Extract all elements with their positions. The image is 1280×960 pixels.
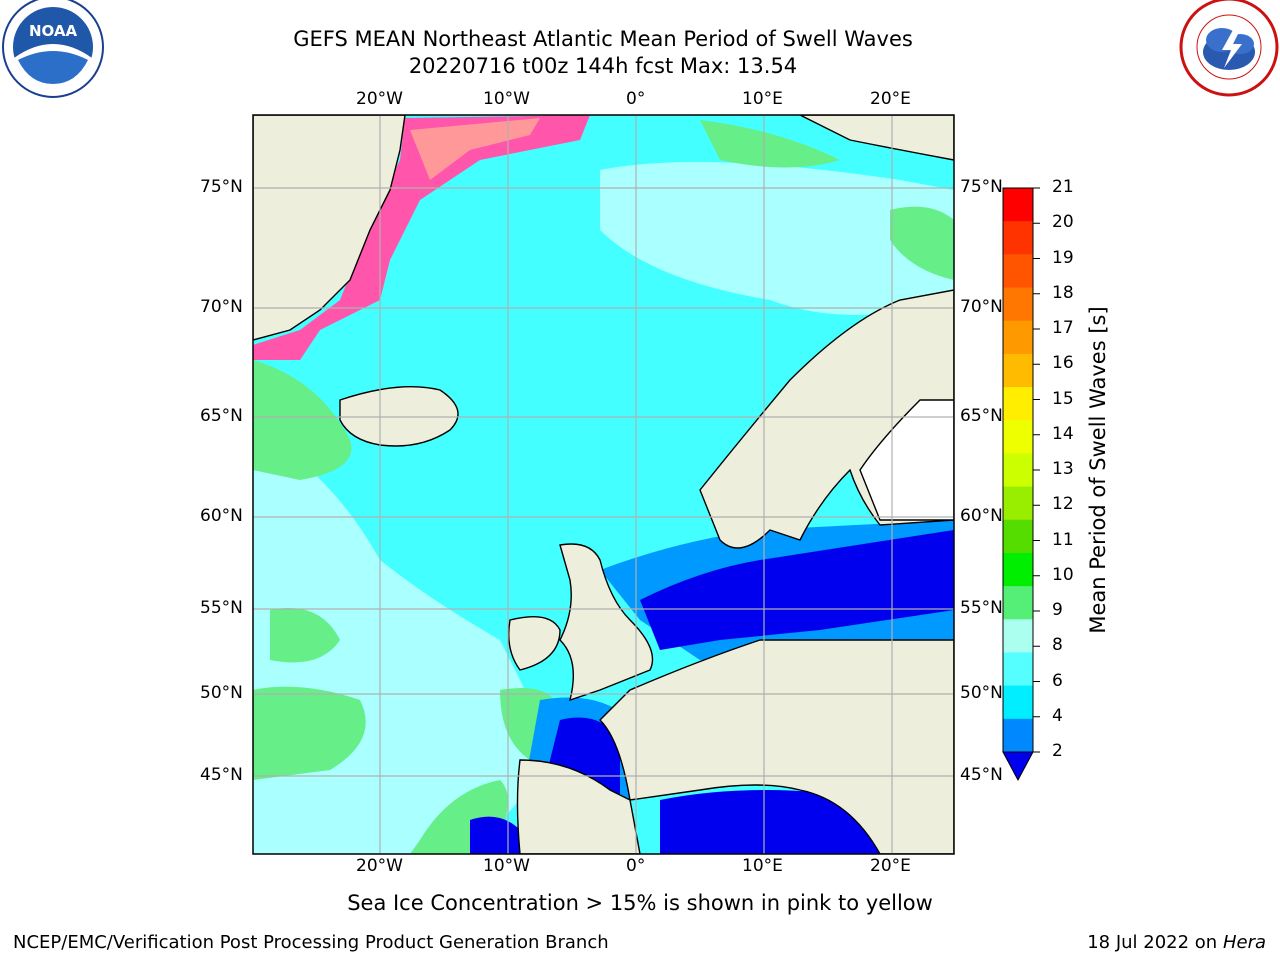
footer-machine: Hera	[1222, 932, 1266, 953]
colorbar-segment	[1003, 287, 1033, 322]
colorbar-tick-label: 6	[1052, 670, 1063, 691]
lon-bottom-10e: 10°E	[742, 856, 783, 876]
colorbar-tick-label: 21	[1052, 177, 1074, 197]
lat-right-60n: 60°N	[960, 506, 1003, 526]
colorbar-tick-label: 17	[1052, 318, 1074, 338]
colorbar-tick-label: 10	[1052, 564, 1074, 585]
lat-right-45n: 45°N	[960, 765, 1003, 785]
colorbar-tick-label: 16	[1052, 353, 1074, 374]
colorbar-tick-label: 8	[1052, 635, 1063, 656]
colorbar-segment	[1003, 221, 1033, 255]
colorbar-frame	[1002, 187, 1034, 753]
colorbar-under-arrow	[1002, 751, 1034, 782]
colorbar-tick-label: 4	[1052, 705, 1063, 726]
footer-date: 18 Jul 2022 on Hera	[1087, 932, 1266, 953]
sea-ice-note: Sea Ice Concentration > 15% is shown in …	[347, 891, 933, 915]
lon-bottom-20w: 20°W	[356, 856, 403, 876]
lat-left-45n: 45°N	[200, 765, 243, 785]
map-subtitle: 20220716 t00z 144h fcst Max: 13.54	[408, 54, 798, 78]
lon-top-10e: 10°E	[742, 89, 783, 109]
lat-left-75n: 75°N	[200, 177, 243, 197]
noaa-logo: NOAA	[2, 0, 104, 98]
colorbar-segment	[1003, 188, 1033, 222]
lon-top-20e: 20°E	[870, 89, 911, 109]
lon-top-20w: 20°W	[356, 89, 403, 109]
colorbar-tick-label: 15	[1052, 388, 1074, 409]
nws-logo	[1179, 0, 1279, 97]
colorbar-segment	[1003, 453, 1033, 488]
colorbar-segment	[1003, 685, 1033, 720]
lon-top-0: 0°	[626, 89, 646, 109]
colorbar-segment	[1003, 718, 1033, 753]
lat-left-55n: 55°N	[200, 598, 243, 618]
colorbar-segment	[1003, 619, 1033, 653]
colorbar-tick-label: 9	[1052, 600, 1063, 620]
colorbar-tick-label: 14	[1052, 423, 1074, 444]
colorbar-segment	[1003, 586, 1033, 620]
colorbar-tick-label: 20	[1052, 212, 1074, 233]
colorbar-tick-label: 2	[1052, 741, 1063, 761]
footer-credit: NCEP/EMC/Verification Post Processing Pr…	[13, 932, 609, 953]
colorbar-tick-label: 13	[1052, 459, 1074, 479]
colorbar-tick-label: 12	[1052, 494, 1074, 515]
colorbar-segment	[1003, 420, 1033, 454]
colorbar-segment	[1003, 652, 1033, 687]
colorbar-segment	[1003, 552, 1033, 587]
colorbar-segment	[1003, 486, 1033, 521]
map-frame	[252, 114, 955, 855]
lat-right-65n: 65°N	[960, 406, 1003, 426]
colorbar	[1003, 187, 1040, 753]
lon-top-10w: 10°W	[483, 89, 530, 109]
lat-right-50n: 50°N	[960, 683, 1003, 703]
lat-right-70n: 70°N	[960, 297, 1003, 317]
lon-bottom-0: 0°	[626, 856, 646, 876]
colorbar-segment	[1003, 353, 1033, 388]
colorbar-segment	[1003, 254, 1033, 289]
lat-left-65n: 65°N	[200, 406, 243, 426]
colorbar-label: Mean Period of Swell Waves [s]	[1086, 306, 1110, 634]
footer-date-text: 18 Jul 2022 on	[1087, 932, 1223, 953]
colorbar-segment	[1003, 320, 1033, 355]
map-title: GEFS MEAN Northeast Atlantic Mean Period…	[293, 27, 913, 51]
colorbar-segment	[1003, 519, 1033, 554]
colorbar-tick-label: 11	[1052, 529, 1074, 550]
lat-right-75n: 75°N	[960, 177, 1003, 197]
colorbar-segment	[1003, 387, 1033, 421]
lon-bottom-10w: 10°W	[483, 856, 530, 876]
lat-left-70n: 70°N	[200, 297, 243, 317]
graticule	[253, 115, 954, 854]
lat-left-50n: 50°N	[200, 683, 243, 703]
lon-bottom-20e: 20°E	[870, 856, 911, 876]
lat-right-55n: 55°N	[960, 598, 1003, 618]
colorbar-tick-label: 18	[1052, 282, 1074, 303]
noaa-logo-text: NOAA	[29, 22, 78, 40]
lat-left-60n: 60°N	[200, 506, 243, 526]
colorbar-tick-label: 19	[1052, 247, 1074, 268]
